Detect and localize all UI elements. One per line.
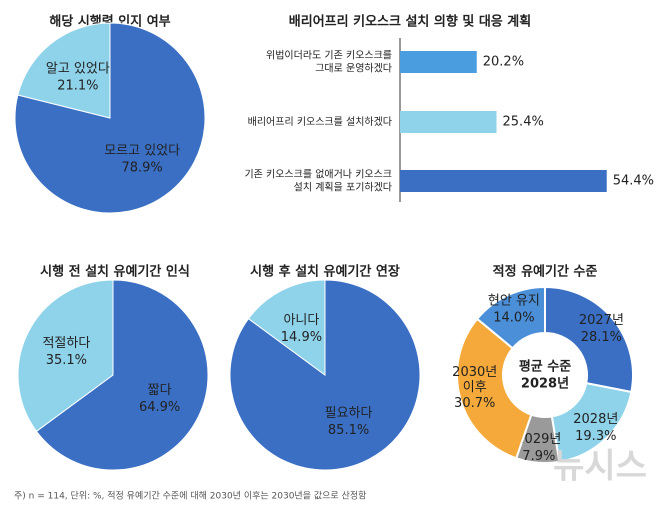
bar <box>400 170 607 192</box>
pie-slice <box>14 22 206 214</box>
bar-category-label: 기존 키오스크를 없애거나 키오스크 설치 계획을 포기하겠다 <box>244 168 392 194</box>
chart-title: 시행 전 설치 유예기간 인식 <box>40 264 190 280</box>
donut-segment <box>456 317 533 460</box>
bar-value-label: 25.4% <box>503 115 544 130</box>
slice-label: 알고 있었다 <box>46 61 110 76</box>
slice-value-label: 19.3% <box>575 429 616 444</box>
slice-label: 필요하다 <box>325 406 373 421</box>
slice-value-label: 64.9% <box>139 400 180 415</box>
slice-label: 2030년 이후 <box>452 365 497 395</box>
chart-title: 해당 시행령 인지 여부 <box>49 14 170 30</box>
slice-value-label: 14.9% <box>281 330 322 345</box>
slice-value-label: 35.1% <box>46 353 87 368</box>
slice-value-label: 21.1% <box>57 78 98 93</box>
slice-label: 2027년 <box>579 313 624 328</box>
slice-label: 적절하다 <box>42 336 90 351</box>
slice-label: 현안 유지 <box>488 293 540 308</box>
slice-label: 짧다 <box>148 383 172 398</box>
footnote: 주) n = 114, 단위: %, 적정 유예기간 수준에 대해 2030년 … <box>14 490 366 502</box>
slice-label: 아니다 <box>283 313 319 328</box>
chart-title: 적정 유예기간 수준 <box>493 264 598 280</box>
slice-value-label: 85.1% <box>328 423 369 438</box>
donut-segment <box>475 285 546 350</box>
pie-slice <box>247 279 326 376</box>
slice-value-label: 7.9% <box>522 449 555 464</box>
slice-label: 모르고 있었다 <box>104 144 180 159</box>
pie-slice <box>17 279 114 433</box>
slice-label: 2028년 <box>573 412 618 427</box>
slice-value-label: 78.9% <box>121 161 162 176</box>
bar <box>400 51 477 73</box>
bar-category-label: 위법이더라도 기존 키오스크를 그대로 운영하겠다 <box>266 49 392 75</box>
bar-category-label: 배리어프리 키오스크를 설치하겠다 <box>248 115 392 128</box>
bar-value-label: 20.2% <box>483 55 524 70</box>
bar-value-label: 54.4% <box>613 174 654 189</box>
bar <box>400 111 497 133</box>
chart-title: 시행 후 설치 유예기간 연장 <box>250 264 400 280</box>
watermark: 뉴시스 <box>553 447 647 487</box>
pie-slice <box>35 279 209 471</box>
donut-center-label: 평균 수준 2028년 <box>519 358 571 391</box>
chart-title: 배리어프리 키오스크 설치 의향 및 대응 계획 <box>289 14 531 30</box>
donut-segment <box>544 285 634 394</box>
slice-value-label: 30.7% <box>454 396 495 411</box>
slice-label: 2029년 <box>516 432 561 447</box>
slice-value-label: 14.0% <box>493 310 534 325</box>
slice-value-label: 28.1% <box>581 330 622 345</box>
pie-slice <box>17 22 111 119</box>
